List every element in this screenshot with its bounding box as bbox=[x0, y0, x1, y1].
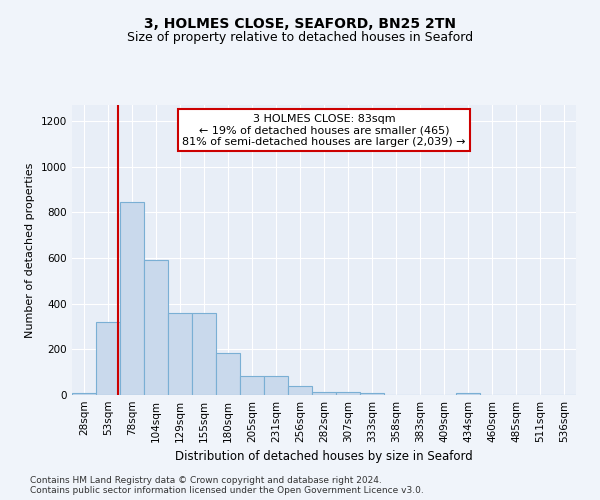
Y-axis label: Number of detached properties: Number of detached properties bbox=[25, 162, 35, 338]
Bar bbox=[456, 392, 480, 395]
Bar bbox=[288, 386, 312, 395]
Bar bbox=[360, 392, 384, 395]
Bar bbox=[96, 322, 120, 395]
Bar bbox=[240, 376, 264, 395]
Bar bbox=[336, 392, 360, 395]
Bar bbox=[168, 313, 192, 395]
Text: Size of property relative to detached houses in Seaford: Size of property relative to detached ho… bbox=[127, 31, 473, 44]
X-axis label: Distribution of detached houses by size in Seaford: Distribution of detached houses by size … bbox=[175, 450, 473, 464]
Text: Contains HM Land Registry data © Crown copyright and database right 2024.
Contai: Contains HM Land Registry data © Crown c… bbox=[30, 476, 424, 495]
Bar bbox=[216, 353, 240, 395]
Bar bbox=[144, 260, 168, 395]
Bar bbox=[192, 313, 216, 395]
Text: 3 HOLMES CLOSE: 83sqm
← 19% of detached houses are smaller (465)
81% of semi-det: 3 HOLMES CLOSE: 83sqm ← 19% of detached … bbox=[182, 114, 466, 147]
Bar bbox=[72, 392, 96, 395]
Text: 3, HOLMES CLOSE, SEAFORD, BN25 2TN: 3, HOLMES CLOSE, SEAFORD, BN25 2TN bbox=[144, 18, 456, 32]
Bar bbox=[264, 376, 288, 395]
Bar bbox=[120, 202, 144, 395]
Bar bbox=[312, 392, 336, 395]
